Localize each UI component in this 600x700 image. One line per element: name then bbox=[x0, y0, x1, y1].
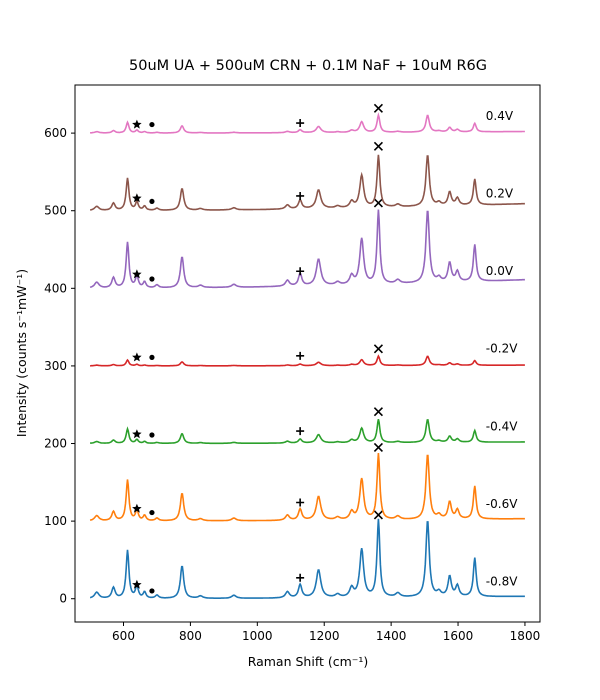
cross-marker bbox=[373, 141, 383, 151]
plot-area: -0.8V -0.6V -0.4V -0.2V 0.0V 0.2V 0.4V bbox=[89, 103, 526, 599]
y-tick-label: 600 bbox=[44, 126, 67, 140]
series-label-5: 0.2V bbox=[486, 187, 514, 201]
dot-marker bbox=[149, 276, 155, 282]
series-label-2: -0.4V bbox=[486, 419, 518, 433]
dot-marker bbox=[149, 121, 155, 128]
plus-marker bbox=[296, 427, 305, 436]
cross-marker bbox=[373, 344, 383, 354]
x-tick-label: 600 bbox=[112, 629, 135, 643]
series-line-4 bbox=[89, 209, 526, 289]
series-label-6: 0.4V bbox=[486, 109, 514, 123]
dot-marker bbox=[149, 198, 155, 205]
x-tick-label: 800 bbox=[179, 629, 202, 643]
star-marker bbox=[132, 352, 142, 362]
star-marker bbox=[132, 429, 142, 439]
y-tick-label: 300 bbox=[44, 359, 67, 373]
plus-marker bbox=[296, 191, 305, 200]
axes: 600 800 1000 1200 1400 1600 1800 0 100 200 300 400 5… bbox=[44, 84, 541, 643]
cross-marker bbox=[373, 103, 383, 113]
x-tick-label: 1600 bbox=[443, 629, 474, 643]
y-tick-label: 100 bbox=[44, 514, 67, 528]
cross-marker bbox=[373, 510, 383, 520]
plus-marker bbox=[296, 119, 305, 128]
x-tick-label: 1200 bbox=[309, 629, 340, 643]
x-tick-label: 1000 bbox=[242, 629, 273, 643]
series-label-3: -0.2V bbox=[486, 342, 518, 356]
x-tick-label: 1800 bbox=[510, 629, 541, 643]
star-marker bbox=[132, 193, 142, 203]
series-line-3 bbox=[90, 354, 525, 367]
cross-marker bbox=[373, 407, 383, 417]
plus-marker bbox=[296, 267, 305, 276]
series-line-5 bbox=[89, 154, 526, 211]
y-axis-label: Intensity (counts s⁻¹mW⁻¹) bbox=[14, 269, 29, 437]
y-tick-label: 0 bbox=[59, 592, 67, 606]
chart-title: 50uM UA + 500uM CRN + 0.1M NaF + 10uM R6… bbox=[129, 58, 487, 74]
star-marker bbox=[132, 119, 142, 129]
star-marker bbox=[132, 579, 142, 589]
series-line-6 bbox=[89, 112, 525, 134]
series-label-1: -0.6V bbox=[486, 497, 518, 511]
series-line-0 bbox=[89, 518, 525, 599]
y-tick-label: 500 bbox=[44, 204, 67, 218]
x-tick-label: 1400 bbox=[376, 629, 407, 643]
dot-marker bbox=[149, 588, 155, 594]
series-line-1 bbox=[89, 452, 525, 522]
star-marker bbox=[132, 269, 142, 279]
dot-marker bbox=[149, 354, 155, 360]
cross-marker bbox=[373, 198, 383, 208]
dot-marker bbox=[149, 509, 155, 516]
y-tick-label: 400 bbox=[44, 281, 67, 295]
dot-marker bbox=[149, 432, 155, 438]
cross-marker bbox=[373, 442, 383, 452]
star-marker bbox=[132, 503, 142, 513]
plus-marker bbox=[296, 498, 305, 507]
x-axis-label: Raman Shift (cm⁻¹) bbox=[248, 654, 369, 669]
series-label-0: -0.8V bbox=[486, 575, 518, 589]
plus-marker bbox=[296, 351, 305, 360]
series-line-2 bbox=[89, 418, 525, 445]
plus-marker bbox=[296, 573, 305, 582]
y-tick-label: 200 bbox=[44, 437, 67, 451]
series-label-4: 0.0V bbox=[486, 264, 514, 278]
plot-frame bbox=[74, 84, 541, 623]
